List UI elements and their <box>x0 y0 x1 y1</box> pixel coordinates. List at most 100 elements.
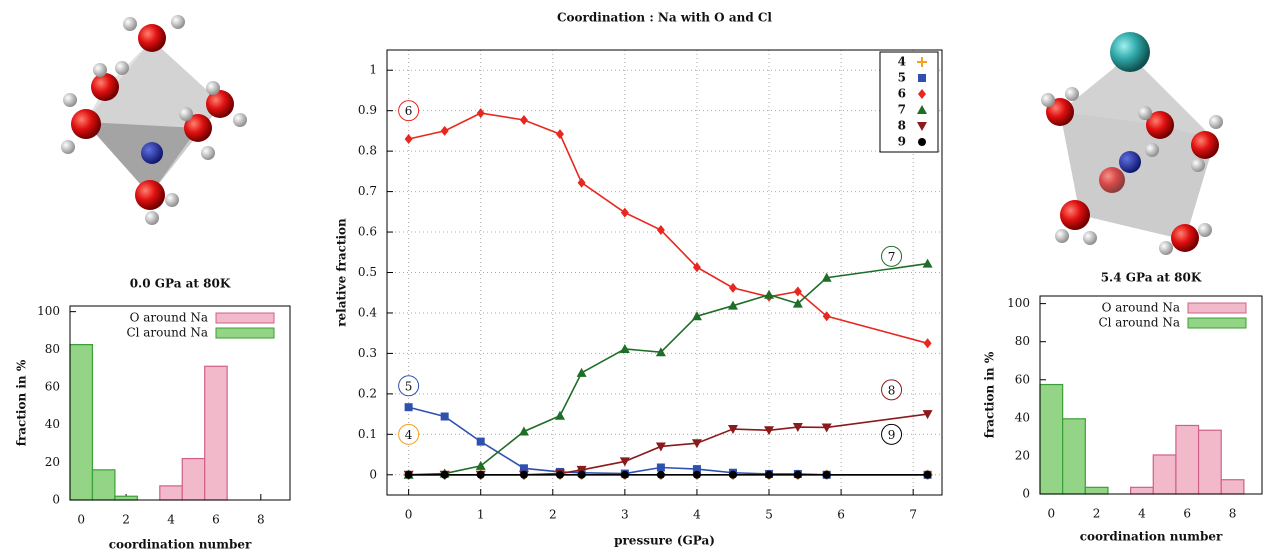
bar <box>1175 424 1200 495</box>
bar <box>159 485 183 501</box>
series-line <box>408 112 928 345</box>
marker <box>555 129 564 140</box>
marker <box>822 470 831 479</box>
x-tick-label: 8 <box>1229 507 1237 521</box>
x-tick-label: 7 <box>909 508 917 522</box>
marker <box>655 347 666 357</box>
annotation-ring <box>398 100 420 122</box>
annotation-ring <box>881 423 903 445</box>
marker <box>475 460 486 470</box>
marker <box>822 311 831 322</box>
y-tick-label: 0 <box>1022 487 1030 501</box>
y-tick-label: 100 <box>1007 296 1030 310</box>
marker <box>917 105 927 114</box>
marker <box>476 470 485 479</box>
y-tick-label: 0 <box>369 467 377 481</box>
y-tick-label: 1 <box>369 63 377 77</box>
marker <box>555 470 564 479</box>
x-tick-label: 2 <box>549 508 557 522</box>
marker <box>519 470 528 479</box>
bar <box>1062 418 1086 495</box>
marker <box>518 426 529 436</box>
chart-title: 0.0 GPa at 80K <box>130 277 231 291</box>
marker <box>519 464 528 473</box>
legend-label: 4 <box>898 55 906 69</box>
legend-swatch <box>215 312 275 324</box>
x-tick-label: 6 <box>837 508 845 522</box>
x-tick-label: 6 <box>1183 507 1191 521</box>
marker <box>923 338 932 349</box>
marker <box>576 465 587 475</box>
marker <box>440 412 449 421</box>
marker <box>519 114 528 125</box>
annotation: 5 <box>405 379 413 393</box>
marker <box>792 298 803 308</box>
legend-label: Cl around Na <box>1098 316 1180 330</box>
marker <box>727 300 738 310</box>
legend-label: Cl around Na <box>126 326 208 340</box>
bar <box>1130 486 1154 495</box>
marker <box>918 74 926 82</box>
marker <box>576 367 587 377</box>
annotation: 7 <box>888 250 896 264</box>
chart-title: Coordination : Na with O and Cl <box>557 11 772 25</box>
marker <box>554 410 565 420</box>
y-tick-label: 0.5 <box>358 265 377 279</box>
x-axis-label: coordination number <box>109 538 252 552</box>
y-tick-label: 0.2 <box>358 386 377 400</box>
marker <box>619 457 630 467</box>
marker <box>922 410 933 420</box>
legend-label: O around Na <box>130 311 208 325</box>
annotation: 6 <box>405 104 413 118</box>
y-tick-label: 0.9 <box>358 103 377 117</box>
y-axis-label: fraction in % <box>983 351 997 438</box>
marker <box>619 343 630 353</box>
legend-label: 8 <box>898 119 906 133</box>
marker <box>793 286 802 297</box>
legend-box <box>879 51 939 153</box>
legend-swatch <box>215 327 275 339</box>
bar <box>204 365 228 501</box>
bar <box>69 344 94 501</box>
y-tick-label: 0.7 <box>358 184 377 198</box>
bar <box>1220 479 1245 495</box>
marker <box>404 134 413 144</box>
marker <box>821 272 832 282</box>
marker <box>404 403 413 412</box>
marker <box>922 258 933 268</box>
bar <box>181 457 206 501</box>
marker <box>923 470 932 479</box>
y-tick-label: 80 <box>45 342 60 356</box>
annotation-ring <box>398 423 420 445</box>
bar <box>1084 486 1109 495</box>
y-axis-label: relative fraction <box>335 218 349 327</box>
marker <box>728 470 737 479</box>
legend-label: 6 <box>898 87 906 101</box>
plot-frame <box>69 305 291 501</box>
x-tick-label: 8 <box>257 513 265 527</box>
series-line <box>408 262 928 476</box>
marker <box>440 470 449 479</box>
annotation-ring <box>881 379 903 401</box>
x-tick-label: 1 <box>477 508 485 522</box>
legend-swatch <box>1187 317 1247 329</box>
marker <box>655 442 666 452</box>
marker <box>821 423 832 433</box>
x-tick-label: 0 <box>77 513 85 527</box>
y-tick-label: 40 <box>45 417 60 431</box>
marker <box>577 470 586 479</box>
annotation: 8 <box>888 383 896 397</box>
legend-label: 5 <box>898 71 906 85</box>
x-tick-label: 3 <box>621 508 629 522</box>
x-tick-label: 0 <box>405 508 413 522</box>
y-tick-label: 20 <box>45 455 60 469</box>
y-tick-label: 0.1 <box>358 427 377 441</box>
marker <box>577 177 586 188</box>
bar <box>114 495 138 501</box>
y-axis-label: fraction in % <box>15 359 29 446</box>
marker <box>917 122 927 131</box>
marker <box>692 465 701 474</box>
marker <box>918 89 926 99</box>
y-tick-label: 60 <box>1015 372 1030 386</box>
y-tick-label: 80 <box>1015 334 1030 348</box>
